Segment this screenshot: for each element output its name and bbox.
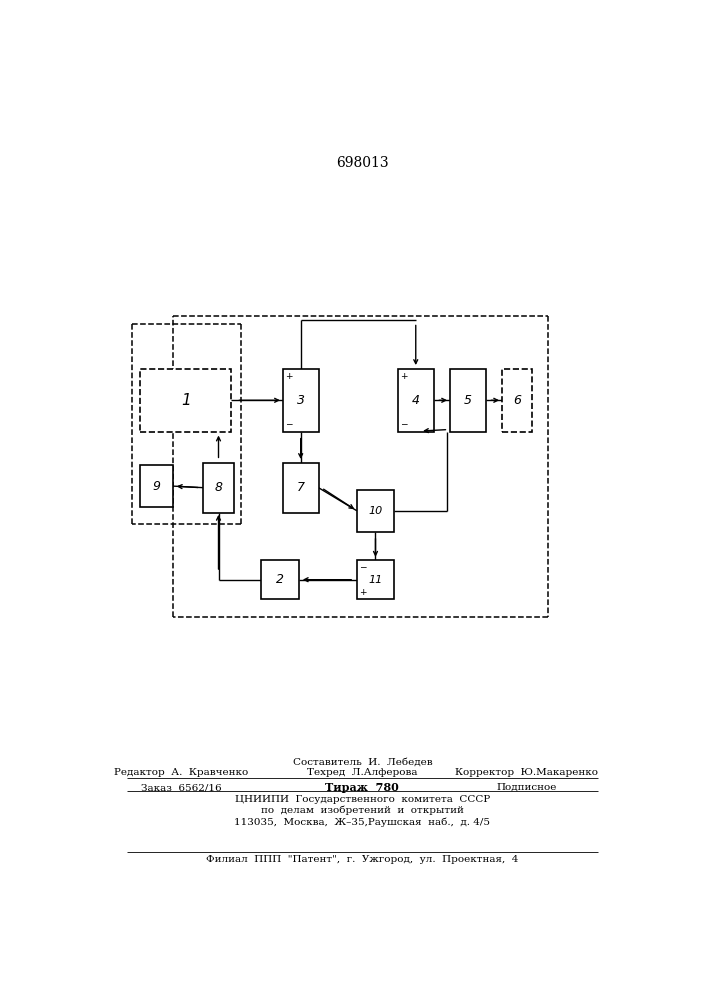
FancyBboxPatch shape — [141, 369, 231, 432]
FancyBboxPatch shape — [502, 369, 532, 432]
Text: +: + — [358, 588, 366, 597]
Text: 7: 7 — [297, 481, 305, 494]
Text: Тираж  780: Тираж 780 — [325, 782, 399, 793]
Text: Редактор  А.  Кравченко: Редактор А. Кравченко — [115, 768, 249, 777]
FancyBboxPatch shape — [204, 463, 233, 513]
Text: 113035,  Москва,  Ж–35,Раушская  наб.,  д. 4/5: 113035, Москва, Ж–35,Раушская наб., д. 4… — [234, 817, 491, 827]
Text: 3: 3 — [297, 394, 305, 407]
Text: 5: 5 — [464, 394, 472, 407]
FancyBboxPatch shape — [357, 560, 394, 599]
Text: 6: 6 — [513, 394, 521, 407]
FancyBboxPatch shape — [283, 369, 319, 432]
Text: 698013: 698013 — [336, 156, 389, 170]
FancyBboxPatch shape — [357, 490, 394, 532]
Text: +: + — [285, 372, 292, 381]
Text: 2: 2 — [276, 573, 284, 586]
Text: ЦНИИПИ  Государственного  комитета  СССР: ЦНИИПИ Государственного комитета СССР — [235, 795, 490, 804]
Text: Заказ  6562/16: Заказ 6562/16 — [141, 783, 222, 792]
Text: 11: 11 — [368, 575, 382, 585]
Text: 1: 1 — [181, 393, 190, 408]
Text: по  делам  изобретений  и  открытий: по делам изобретений и открытий — [261, 806, 464, 815]
Text: 9: 9 — [153, 480, 161, 493]
Text: −: − — [285, 420, 292, 429]
Text: −: − — [399, 420, 407, 429]
Text: Филиал  ППП  "Патент",  г.  Ужгород,  ул.  Проектная,  4: Филиал ППП "Патент", г. Ужгород, ул. Про… — [206, 855, 518, 864]
FancyBboxPatch shape — [398, 369, 433, 432]
Text: Корректор  Ю.Макаренко: Корректор Ю.Макаренко — [455, 768, 598, 777]
Text: Техред  Л.Алферова: Техред Л.Алферова — [307, 768, 418, 777]
FancyBboxPatch shape — [450, 369, 486, 432]
FancyBboxPatch shape — [141, 465, 173, 507]
Text: +: + — [399, 372, 407, 381]
FancyBboxPatch shape — [261, 560, 299, 599]
Text: Составитель  И.  Лебедев: Составитель И. Лебедев — [293, 758, 432, 767]
FancyBboxPatch shape — [283, 463, 319, 513]
Text: 8: 8 — [214, 481, 223, 494]
Text: 10: 10 — [368, 506, 382, 516]
Text: 4: 4 — [411, 394, 420, 407]
Text: −: − — [358, 562, 366, 571]
Text: Подписное: Подписное — [496, 783, 557, 792]
